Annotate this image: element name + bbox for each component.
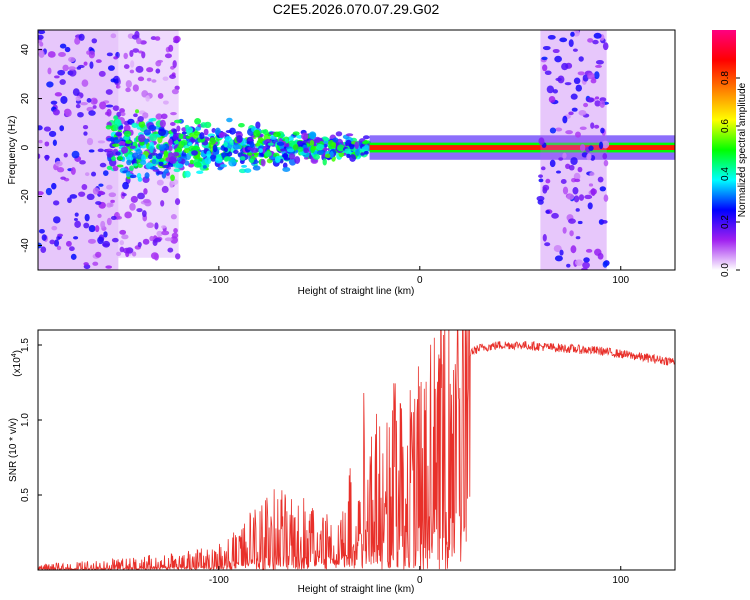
x-tick-label: 0 xyxy=(417,275,423,286)
x-tick-label: 100 xyxy=(612,575,629,586)
region-noise-burst xyxy=(536,30,610,270)
spectrogram-y-label: Frequency (Hz) xyxy=(7,116,18,185)
y-tick-label: 1.0 xyxy=(20,413,31,427)
x-tick-label: -100 xyxy=(209,275,229,286)
colorbar-gradient xyxy=(712,30,736,270)
spectrogram-frame xyxy=(37,29,676,271)
snr-frame xyxy=(37,329,676,571)
y-tick-label: 0.5 xyxy=(20,488,31,502)
colorbar-tick-label: 0.4 xyxy=(720,167,731,181)
svg-text:(x104): (x104) xyxy=(11,350,23,377)
colorbar-ticks: 0.0 0.2 0.4 0.6 0.8 xyxy=(720,71,740,277)
colorbar-tick-label: 0.2 xyxy=(720,215,731,229)
chart-title: C2E5.2026.070.07.29.G02 xyxy=(273,1,440,17)
snr-multiplier-base: (x10 xyxy=(12,357,23,377)
colorbar-tick-label: 0.0 xyxy=(720,263,731,277)
y-tick-label: 20 xyxy=(20,93,31,105)
spectrogram-x-ticks: -100 0 100 xyxy=(209,266,630,286)
snr-x-ticks: -100 0 100 xyxy=(209,566,630,586)
spectrogram-data xyxy=(38,30,675,270)
snr-y-label: SNR (10 * v/v) xyxy=(8,418,19,482)
y-tick-label: -20 xyxy=(20,189,31,204)
snr-panel: -100 0 100 0.5 1.0 1.5 Height of straight li… xyxy=(8,329,676,595)
x-tick-label: -100 xyxy=(209,575,229,586)
y-tick-label: 1.5 xyxy=(20,338,31,352)
snr-multiplier-exp: 4 xyxy=(11,353,18,357)
y-tick-label: 40 xyxy=(20,44,31,56)
snr-multiplier: (x104) xyxy=(11,350,23,377)
x-tick-label: 100 xyxy=(612,275,629,286)
x-tick-label: 0 xyxy=(417,575,423,586)
y-tick-label: -40 xyxy=(20,238,31,253)
snr-x-label: Height of straight line (km) xyxy=(298,584,415,595)
colorbar-tick-label: 0.6 xyxy=(720,119,731,133)
y-tick-label: 0 xyxy=(20,144,31,150)
region-strong-carrier xyxy=(369,135,675,160)
spectrogram-x-label: Height of straight line (km) xyxy=(298,286,415,297)
colorbar-tick-label: 0.8 xyxy=(720,71,731,85)
spectrogram-y-ticks: -40 -20 0 20 40 xyxy=(20,44,42,253)
region-broadband-noise xyxy=(38,30,121,270)
snr-series-line xyxy=(38,330,675,570)
snr-multiplier-close: ) xyxy=(12,350,23,353)
region-spread-signal xyxy=(105,109,372,190)
colorbar-label: Normalized spectral amplitude xyxy=(737,82,748,217)
snr-y-ticks: 0.5 1.0 1.5 xyxy=(20,338,42,502)
spectrogram-panel: -100 0 100 -40 -20 0 20 40 Height of straight … xyxy=(7,29,676,297)
colorbar: 0.0 0.2 0.4 0.6 0.8 Normalized spectral ampl… xyxy=(712,30,748,277)
